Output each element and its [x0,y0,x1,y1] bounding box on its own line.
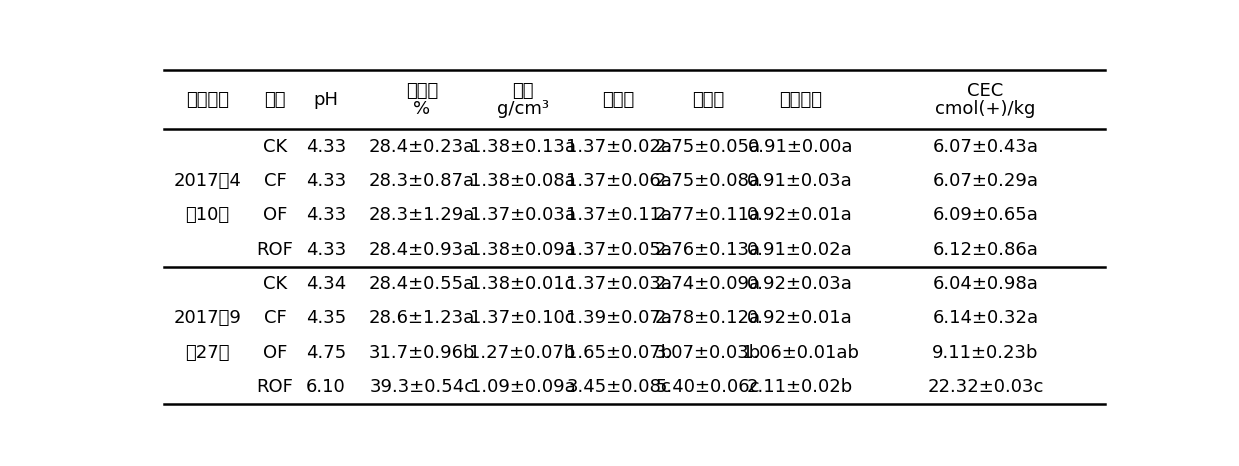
Text: 1.37±0.11a: 1.37±0.11a [566,206,672,224]
Text: pH: pH [313,91,338,109]
Text: 2.77±0.11a: 2.77±0.11a [655,206,761,224]
Text: 28.4±0.55a: 28.4±0.55a [369,275,475,293]
Text: 28.4±0.93a: 28.4±0.93a [369,240,475,259]
Text: OF: OF [263,206,287,224]
Text: 6.10: 6.10 [306,378,346,396]
Text: 1.38±0.01c: 1.38±0.01c [471,275,575,293]
Text: CK: CK [263,275,287,293]
Text: OF: OF [263,343,287,362]
Text: 容重: 容重 [512,82,534,100]
Text: 1.38±0.09a: 1.38±0.09a [470,240,576,259]
Text: 月10日: 月10日 [186,206,229,224]
Text: CF: CF [264,172,286,190]
Text: 6.14±0.32a: 6.14±0.32a [933,309,1038,327]
Text: 月27日: 月27日 [186,343,230,362]
Text: 22.32±0.03c: 22.32±0.03c [927,378,1043,396]
Text: 1.06±0.01ab: 1.06±0.01ab [742,343,859,362]
Text: 1.37±0.06a: 1.37±0.06a [566,172,672,190]
Text: 4.75: 4.75 [306,343,346,362]
Text: 28.6±1.23a: 28.6±1.23a [369,309,475,327]
Text: 1.38±0.08a: 1.38±0.08a [470,172,576,190]
Text: 2.75±0.08a: 2.75±0.08a [655,172,761,190]
Text: 1.27±0.07b: 1.27±0.07b [470,343,576,362]
Text: 硅铝率: 硅铝率 [602,91,634,109]
Text: 硅铝铁率: 硅铝铁率 [778,91,821,109]
Text: 4.34: 4.34 [306,275,346,293]
Text: CEC: CEC [968,82,1004,100]
Text: 0.92±0.01a: 0.92±0.01a [747,309,852,327]
Text: 4.33: 4.33 [306,137,346,156]
Text: 31.7±0.96b: 31.7±0.96b [368,343,475,362]
Text: 9.11±0.23b: 9.11±0.23b [932,343,1038,362]
Text: 28.3±1.29a: 28.3±1.29a [369,206,475,224]
Text: 2.76±0.13a: 2.76±0.13a [655,240,761,259]
Text: 6.12±0.86a: 6.12±0.86a [933,240,1038,259]
Text: g/cm³: g/cm³ [497,100,549,118]
Text: 2.11±0.02b: 2.11±0.02b [747,378,854,396]
Text: 28.4±0.23a: 28.4±0.23a [369,137,475,156]
Text: 0.92±0.01a: 0.92±0.01a [747,206,852,224]
Text: 39.3±0.54c: 39.3±0.54c [369,378,475,396]
Text: 4.33: 4.33 [306,206,346,224]
Text: 2.74±0.09a: 2.74±0.09a [655,275,761,293]
Text: 0.91±0.03a: 0.91±0.03a [747,172,852,190]
Text: 6.07±0.29a: 6.07±0.29a [933,172,1038,190]
Text: 1.38±0.13a: 1.38±0.13a [470,137,576,156]
Text: 2017年4: 2017年4 [173,172,242,190]
Text: ROF: ROF [256,240,294,259]
Text: 1.37±0.03a: 1.37±0.03a [566,275,672,293]
Text: 4.33: 4.33 [306,172,346,190]
Text: 1.37±0.10c: 1.37±0.10c [471,309,575,327]
Text: 2017年9: 2017年9 [173,309,242,327]
Text: ROF: ROF [256,378,294,396]
Text: 3.45±0.08c: 3.45±0.08c [566,378,672,396]
Text: 0.92±0.03a: 0.92±0.03a [747,275,854,293]
Text: 6.09±0.65a: 6.09±0.65a [933,206,1038,224]
Text: CK: CK [263,137,287,156]
Text: 2.78±0.12a: 2.78±0.12a [655,309,761,327]
Text: 4.33: 4.33 [306,240,346,259]
Text: 28.3±0.87a: 28.3±0.87a [369,172,475,190]
Text: CF: CF [264,309,286,327]
Text: 硅铁率: 硅铁率 [691,91,724,109]
Text: 1.37±0.02a: 1.37±0.02a [566,137,672,156]
Text: 1.09±0.09a: 1.09±0.09a [470,378,576,396]
Text: 1.37±0.05a: 1.37±0.05a [566,240,672,259]
Text: 6.04±0.98a: 6.04±0.98a [933,275,1038,293]
Text: 取样时间: 取样时间 [186,91,229,109]
Text: 处理: 处理 [264,91,286,109]
Text: cmol(+)/kg: cmol(+)/kg [935,100,1036,118]
Text: 5.40±0.06c: 5.40±0.06c [655,378,761,396]
Text: 6.07±0.43a: 6.07±0.43a [933,137,1038,156]
Text: 4.35: 4.35 [306,309,346,327]
Text: 0.91±0.00a: 0.91±0.00a [747,137,852,156]
Text: 1.65±0.07b: 1.65±0.07b [565,343,672,362]
Text: 3.07±0.03b: 3.07±0.03b [655,343,761,362]
Text: 2.75±0.05a: 2.75±0.05a [655,137,761,156]
Text: 1.37±0.03a: 1.37±0.03a [470,206,576,224]
Text: %: % [414,100,430,118]
Text: 孔隙度: 孔隙度 [405,82,437,100]
Text: 0.91±0.02a: 0.91±0.02a [747,240,852,259]
Text: 1.39±0.07a: 1.39±0.07a [566,309,672,327]
